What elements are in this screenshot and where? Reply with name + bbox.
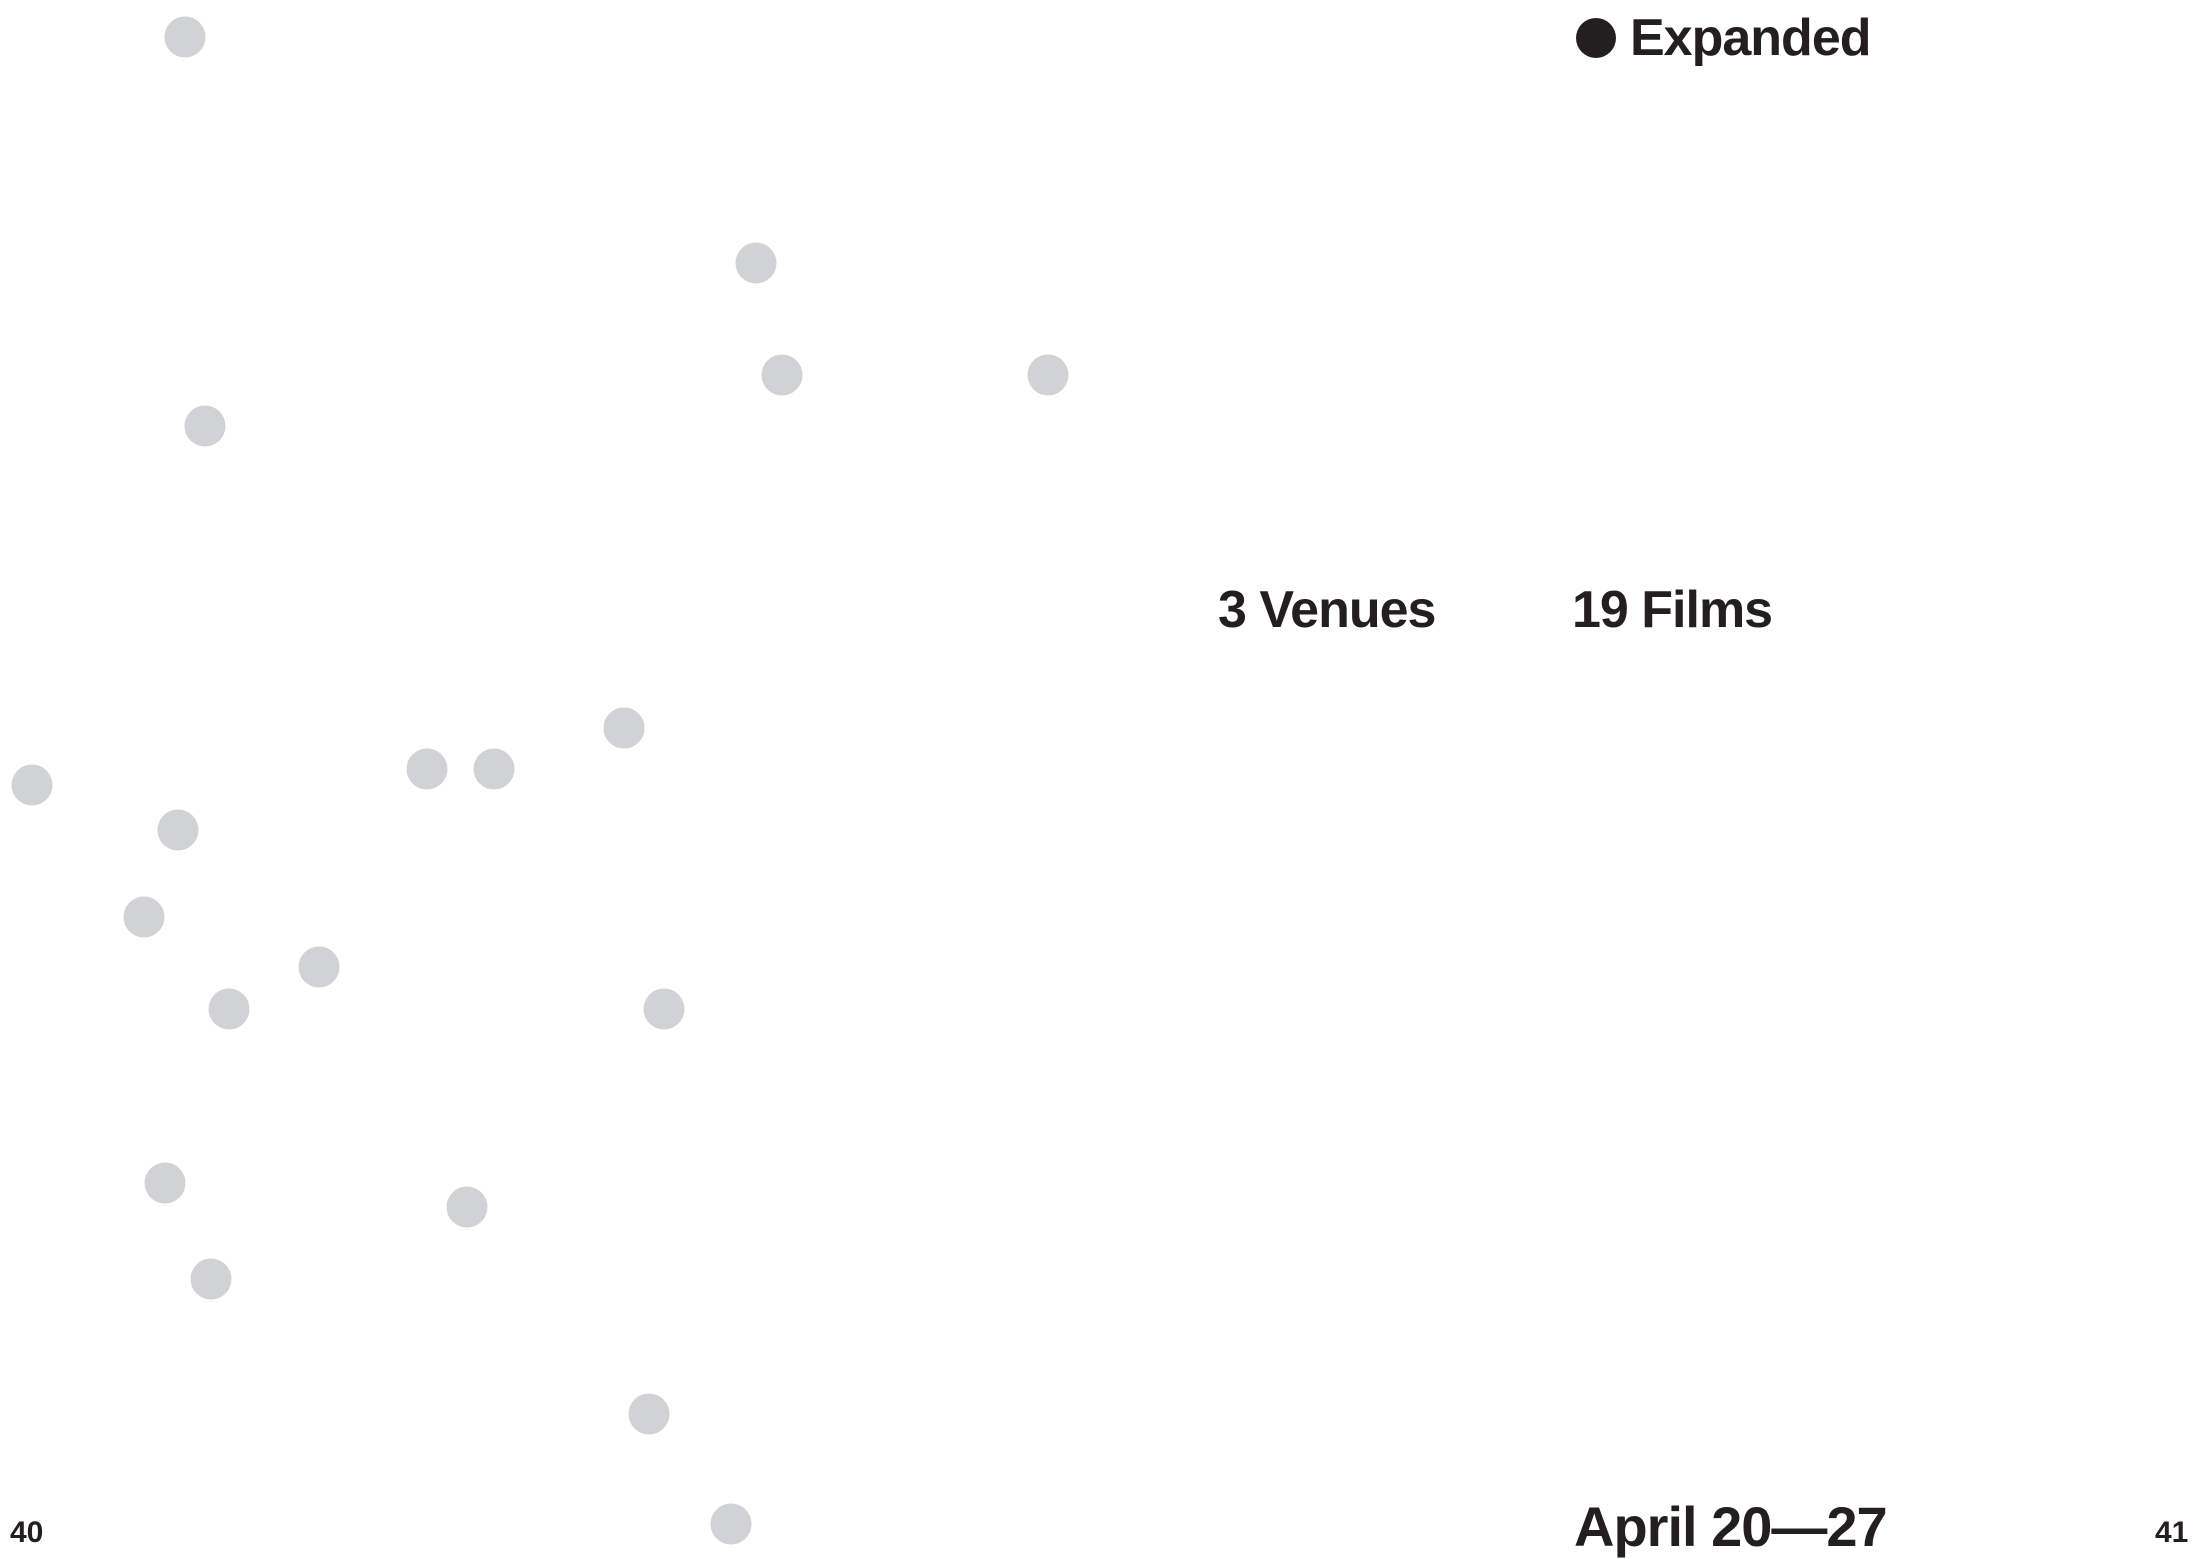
decorative-dot (11, 764, 53, 806)
decorative-dot (643, 988, 685, 1030)
decorative-dot (446, 1186, 488, 1228)
page-number-left: 40 (10, 1516, 44, 1549)
decorative-dot (157, 809, 199, 851)
decorative-dot (164, 16, 206, 58)
legend-label: Expanded (1630, 9, 1871, 67)
festival-dates: April 20—27 (1574, 1495, 1888, 1558)
decorative-dot (628, 1393, 670, 1435)
decorative-dot (123, 896, 165, 938)
decorative-dot (208, 988, 250, 1030)
decorative-dot (144, 1162, 186, 1204)
decorative-dot (1027, 354, 1069, 396)
legend-marker (1576, 18, 1616, 58)
decorative-dot (298, 946, 340, 988)
decorative-dot (184, 405, 226, 447)
decorative-dot (473, 748, 515, 790)
decorative-dot (603, 707, 645, 749)
venues-count: 3 Venues (1218, 581, 1436, 639)
page-number-right: 41 (2155, 1516, 2189, 1549)
decorative-dot (190, 1258, 232, 1300)
decorative-dot (406, 748, 448, 790)
legend: Expanded (1576, 8, 1871, 68)
decorative-dot (761, 354, 803, 396)
films-count: 19 Films (1572, 581, 1773, 639)
decorative-dot (710, 1503, 752, 1545)
decorative-dot (735, 242, 777, 284)
